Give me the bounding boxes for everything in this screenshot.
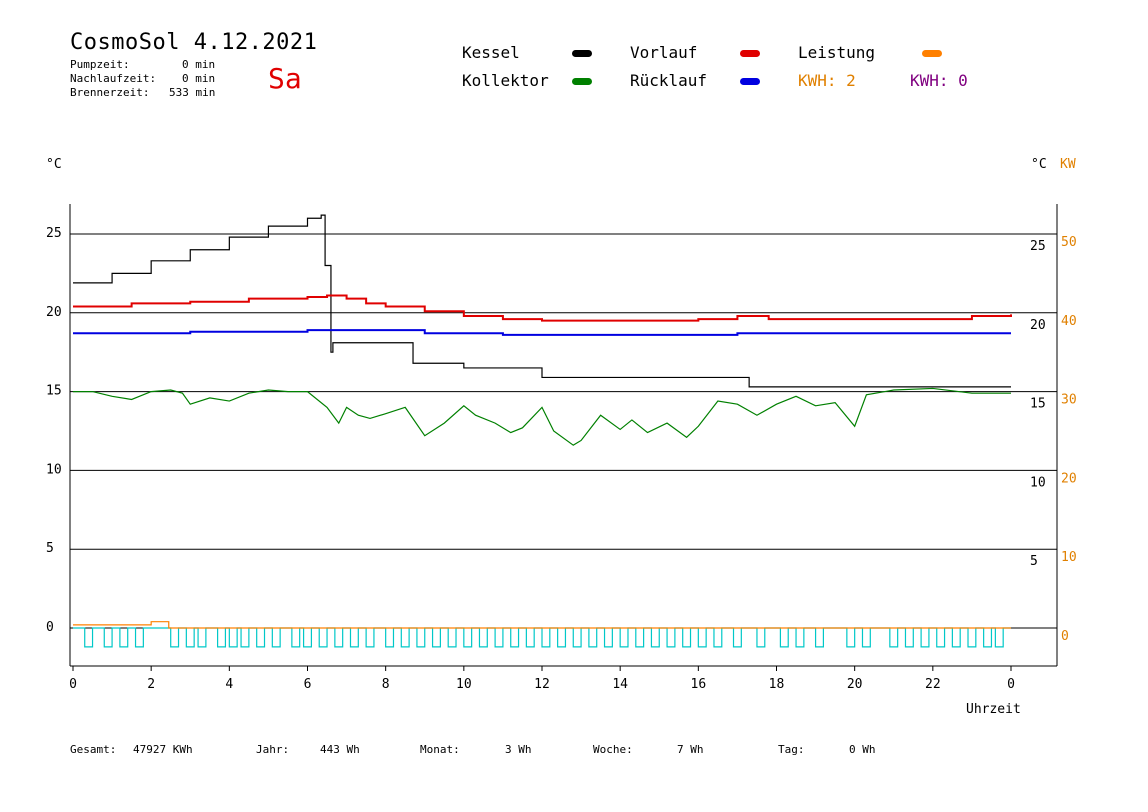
pumpzeit-label: Pumpzeit: [70, 58, 130, 71]
right-c-tick-label: 20 [1030, 318, 1046, 333]
right-kw-tick-label: 20 [1061, 471, 1077, 486]
footer-monat-label: Monat: [420, 743, 460, 756]
x-tick-label: 12 [534, 677, 550, 692]
legend-kollektor-swatch [572, 78, 592, 85]
nachlaufzeit-value: 0 min [182, 72, 216, 85]
x-tick-label: 0 [69, 677, 77, 692]
right-c-tick-label: 25 [1030, 239, 1046, 254]
right-c-tick-label: 15 [1030, 397, 1046, 412]
x-tick-label: 16 [691, 677, 707, 692]
tick-layer: 0 5 10 15 20 25 5 10 15 20 25 0 10 20 30 40 50 0 2 4 6 8 10 12 1… [46, 226, 1077, 692]
right-c-tick-label: 5 [1030, 554, 1038, 569]
right-c-tick-label: 10 [1030, 475, 1046, 490]
legend-ruecklauf-label: Rücklauf [630, 71, 708, 90]
series-vorlauf [73, 294, 1012, 322]
left-tick-label: 15 [46, 384, 62, 399]
kwh-orange-label: KWH: 2 [798, 71, 856, 90]
brennerzeit-label: Brennerzeit: [70, 86, 150, 99]
right-unit-kw-label: KW [1060, 157, 1076, 172]
footer-jahr-label: Jahr: [256, 743, 290, 756]
footer-gesamt-value: 47927 KWh [133, 743, 193, 756]
legend-vorlauf-label: Vorlauf [630, 43, 698, 62]
series-leistung [73, 621, 1011, 629]
footer-monat-value: 3 Wh [505, 743, 532, 756]
left-tick-label: 10 [46, 462, 62, 477]
series-kessel [73, 214, 1011, 388]
kwh-purple-label: KWH: 0 [910, 71, 968, 90]
left-tick-label: 20 [46, 305, 62, 320]
x-tick-label: 18 [769, 677, 785, 692]
x-tick-label: 8 [382, 677, 390, 692]
left-tick-label: 5 [46, 541, 54, 556]
right-kw-tick-label: 50 [1061, 235, 1077, 250]
footer-tag-label: Tag: [778, 743, 805, 756]
footer-gesamt-label: Gesamt: [70, 743, 117, 756]
x-tick-label: 10 [456, 677, 472, 692]
x-axis-label: Uhrzeit [966, 702, 1021, 717]
left-tick-label: 25 [46, 226, 62, 241]
right-kw-tick-label: 10 [1061, 550, 1077, 565]
footer-woche-value: 7 Wh [677, 743, 704, 756]
x-tick-label: 22 [925, 677, 941, 692]
right-unit-c-label: °C [1031, 157, 1047, 172]
x-tick-label: 6 [304, 677, 312, 692]
legend-leistung-label: Leistung [798, 43, 876, 62]
footer-tag-value: 0 Wh [849, 743, 876, 756]
nachlaufzeit-label: Nachlaufzeit: [70, 72, 157, 85]
x-tick-label: 2 [147, 677, 155, 692]
right-kw-tick-label: 30 [1061, 393, 1077, 408]
series-rcklauf [73, 329, 1011, 336]
pump-pulse-series [73, 627, 1011, 648]
left-tick-label: 0 [46, 620, 54, 635]
right-kw-tick-label: 0 [1061, 629, 1069, 644]
right-kw-tick-label: 40 [1061, 314, 1077, 329]
legend-leistung-swatch [922, 50, 942, 57]
legend-kessel-label: Kessel [462, 43, 520, 62]
x-tick-label: 0 [1007, 677, 1015, 692]
series-kollektor [73, 387, 1011, 446]
weekday-label: Sa [268, 62, 302, 95]
x-tick-label: 20 [847, 677, 863, 692]
legend-kollektor-label: Kollektor [462, 71, 549, 90]
pumpzeit-value: 0 min [182, 58, 216, 71]
chart-title: CosmoSol 4.12.2021 [70, 30, 318, 55]
series-layer [73, 214, 1012, 648]
footer-jahr-value: 443 Wh [320, 743, 360, 756]
legend-ruecklauf-swatch [740, 78, 760, 85]
footer-woche-label: Woche: [593, 743, 633, 756]
left-unit-label: °C [46, 157, 62, 172]
x-tick-label: 4 [225, 677, 233, 692]
legend-vorlauf-swatch [740, 50, 760, 57]
x-tick-label: 14 [612, 677, 628, 692]
legend-kessel-swatch [572, 50, 592, 57]
brennerzeit-value: 533 min [169, 86, 216, 99]
